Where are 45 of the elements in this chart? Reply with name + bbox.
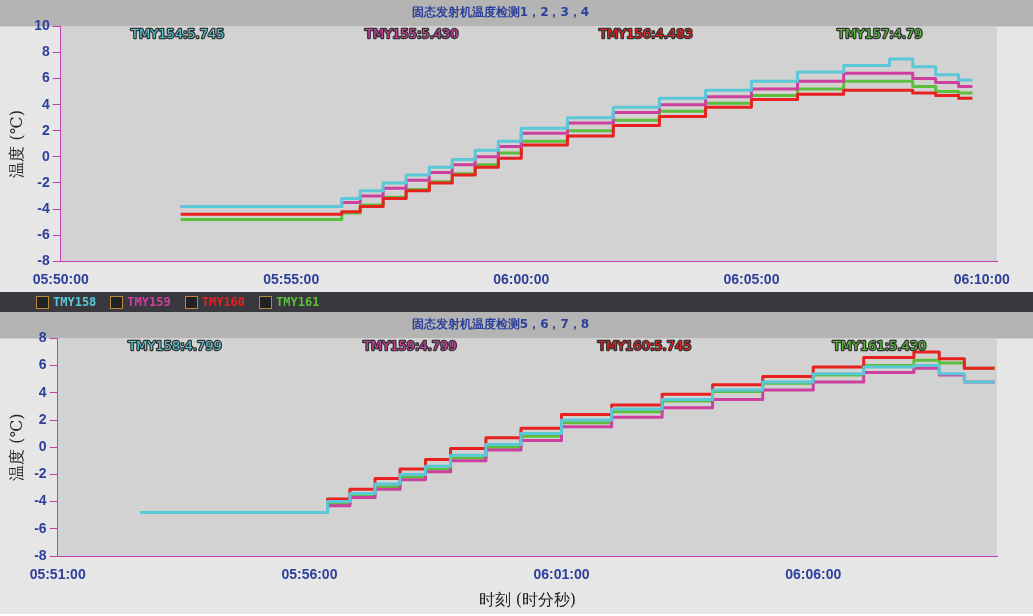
y-tick-label: -2: [34, 465, 47, 482]
x-tick-label: 05:55:00: [263, 271, 320, 288]
x-tick-label: 05:50:00: [32, 271, 89, 288]
text: TMY161: [276, 295, 320, 309]
y-tick-label: 8: [38, 329, 47, 346]
x-tick-label: 06:00:00: [493, 271, 550, 288]
y-tick-label: 8: [41, 43, 50, 60]
series-label: TMY161:5.430: [831, 338, 927, 354]
text: TMY160:5.745: [596, 338, 692, 354]
text: TMY156:4.483: [598, 26, 693, 42]
text: TMY155:5.430: [364, 26, 459, 42]
y-tick-label: 2: [38, 410, 47, 427]
y-axis-title: 温度 (℃): [6, 110, 26, 178]
chart-title: 固态发射机温度检测1，2，3，4: [411, 5, 590, 20]
y-tick-label: 6: [38, 356, 47, 373]
text: TMY160: [201, 295, 246, 309]
y-tick-label: 6: [41, 69, 50, 86]
y-tick-label: -6: [34, 519, 47, 536]
y-tick-label: 4: [41, 95, 50, 112]
y-axis-title: 温度 (℃): [6, 413, 26, 481]
chart-title: 固态发射机温度检测5，6，7，8: [411, 317, 590, 332]
y-tick-label: 0: [38, 438, 47, 455]
x-tick-label: 06:05:00: [723, 271, 780, 288]
y-tick-label: -4: [34, 492, 47, 509]
x-axis-title: 时刻 (时分秒): [478, 589, 577, 609]
text: TMY154:5.745: [130, 26, 225, 42]
y-tick-label: -8: [37, 252, 50, 269]
x-tick-label: 06:10:00: [953, 271, 1011, 288]
text: TMY158: [53, 295, 97, 309]
x-tick-label: 05:51:00: [29, 566, 86, 583]
y-tick-label: 10: [34, 17, 50, 34]
text: TMY159: [127, 295, 171, 309]
x-tick-label: 06:06:00: [785, 566, 842, 583]
text: TMY159:4.799: [362, 338, 457, 354]
y-tick-label: 4: [38, 383, 47, 400]
y-tick-label: -6: [37, 225, 50, 242]
y-tick-label: 2: [41, 121, 50, 138]
y-tick-label: -2: [37, 173, 50, 190]
y-tick-label: -8: [34, 546, 47, 563]
y-tick-label: -4: [37, 199, 50, 216]
x-tick-label: 06:01:00: [533, 566, 590, 583]
x-tick-label: 05:56:00: [281, 566, 338, 583]
y-tick-label: 0: [41, 147, 50, 164]
text: TMY158:4.799: [127, 338, 222, 354]
text: TMY157:4.79: [836, 26, 923, 42]
